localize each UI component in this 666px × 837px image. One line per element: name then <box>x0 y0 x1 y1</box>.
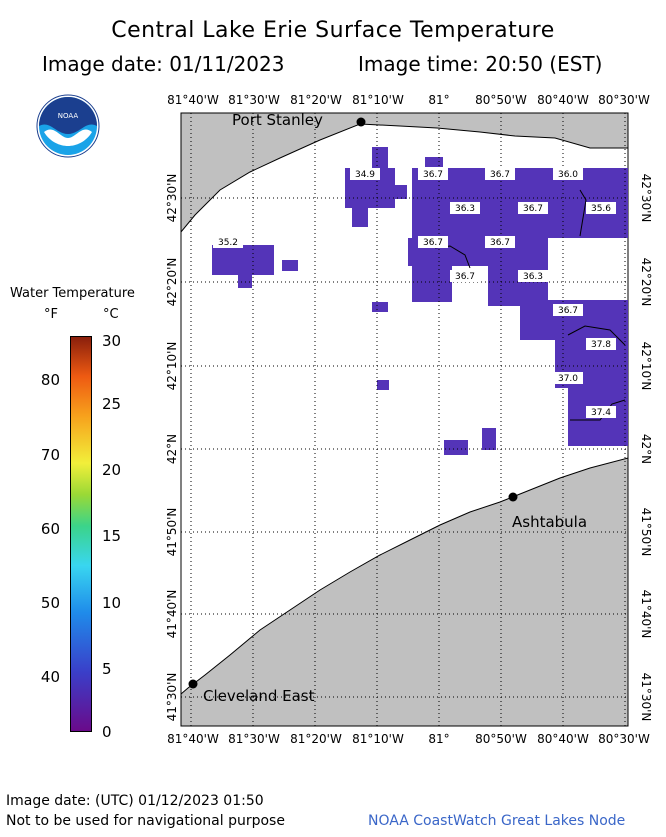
lat-label: 42°20'N <box>165 258 179 307</box>
city-marker <box>508 492 518 502</box>
disclaimer: Not to be used for navigational purpose <box>6 813 285 829</box>
c-tick: 10 <box>102 594 122 612</box>
temp-labels: 34.9 36.7 36.7 36.0 36.3 36.7 35.6 35.2 … <box>213 168 616 418</box>
noaa-logo-text: NOAA <box>58 112 79 120</box>
lon-label: 81°40'W <box>167 732 219 746</box>
lat-label: 41°30'N <box>165 673 179 722</box>
credit-link[interactable]: NOAA CoastWatch Great Lakes Node <box>368 813 626 829</box>
lat-label: 42°10'N <box>639 342 653 391</box>
lon-label: 81° <box>428 732 449 746</box>
c-tick: 20 <box>102 461 122 479</box>
image-date: Image date: 01/11/2023 <box>42 52 285 76</box>
temp-label: 36.7 <box>558 306 578 316</box>
c-tick: 25 <box>102 395 122 413</box>
temp-label: 36.3 <box>455 204 475 214</box>
lat-label: 42°20'N <box>639 258 653 307</box>
lat-label: 42°30'N <box>639 174 653 223</box>
lon-label: 81°10'W <box>352 93 404 107</box>
lat-label: 41°40'N <box>165 590 179 639</box>
city-marker <box>188 679 198 689</box>
lat-label: 41°40'N <box>639 590 653 639</box>
city-label-cleveland-east: Cleveland East <box>203 687 315 705</box>
lat-label: 42°N <box>165 434 179 464</box>
colorbar-title: Water Temperature <box>10 286 135 301</box>
c-tick: 15 <box>102 527 122 545</box>
temp-label: 35.6 <box>591 204 611 214</box>
image-time: Image time: 20:50 (EST) <box>358 52 603 76</box>
lon-label: 80°50'W <box>475 93 527 107</box>
utc-date: Image date: (UTC) 01/12/2023 01:50 <box>6 793 264 809</box>
lon-label: 80°30'W <box>598 732 650 746</box>
noaa-logo: NOAA <box>36 94 100 158</box>
temp-label: 36.7 <box>423 170 443 180</box>
lat-label: 41°50'N <box>165 508 179 557</box>
temp-label: 36.7 <box>423 238 443 248</box>
temp-label: 35.2 <box>218 238 238 248</box>
lon-label: 81°20'W <box>290 732 342 746</box>
city-marker <box>356 117 366 127</box>
temp-label: 37.8 <box>591 340 611 350</box>
lon-label: 80°50'W <box>475 732 527 746</box>
lon-label: 81°20'W <box>290 93 342 107</box>
city-label-port-stanley: Port Stanley <box>232 111 323 129</box>
temp-label: 36.0 <box>558 170 578 180</box>
lat-label: 42°30'N <box>165 174 179 223</box>
c-tick: 5 <box>102 660 112 678</box>
temp-label: 36.7 <box>490 238 510 248</box>
lon-label: 81°30'W <box>228 732 280 746</box>
lat-label: 41°30'N <box>639 673 653 722</box>
land-south <box>180 457 629 727</box>
c-tick: 30 <box>102 332 122 350</box>
lat-label: 41°50'N <box>639 508 653 557</box>
lat-label: 42°10'N <box>165 342 179 391</box>
temperature-colorbar <box>70 336 92 732</box>
lon-label: 81°40'W <box>167 93 219 107</box>
temp-label: 36.7 <box>523 204 543 214</box>
temp-label: 34.9 <box>355 170 375 180</box>
lon-label: 80°40'W <box>537 732 589 746</box>
f-tick: 80 <box>40 371 60 389</box>
graticule <box>181 113 628 726</box>
temp-label: 37.0 <box>558 374 578 384</box>
f-tick: 50 <box>40 594 60 612</box>
f-tick: 40 <box>40 668 60 686</box>
lon-label: 81° <box>428 93 449 107</box>
f-tick: 70 <box>40 446 60 464</box>
temp-label: 36.7 <box>490 170 510 180</box>
unit-celsius: °C <box>103 307 119 322</box>
lon-label: 80°30'W <box>598 93 650 107</box>
temp-label: 36.3 <box>523 272 543 282</box>
lon-label: 81°30'W <box>228 93 280 107</box>
lon-label: 80°40'W <box>537 93 589 107</box>
page-title: Central Lake Erie Surface Temperature <box>111 18 555 43</box>
c-tick: 0 <box>102 723 112 741</box>
f-tick: 60 <box>40 520 60 538</box>
lon-label: 81°10'W <box>352 732 404 746</box>
temp-label: 36.7 <box>455 272 475 282</box>
unit-fahrenheit: °F <box>44 307 58 322</box>
land-north <box>180 112 629 234</box>
city-label-ashtabula: Ashtabula <box>512 513 587 531</box>
temp-label: 37.4 <box>591 408 611 418</box>
lat-label: 42°N <box>639 434 653 464</box>
